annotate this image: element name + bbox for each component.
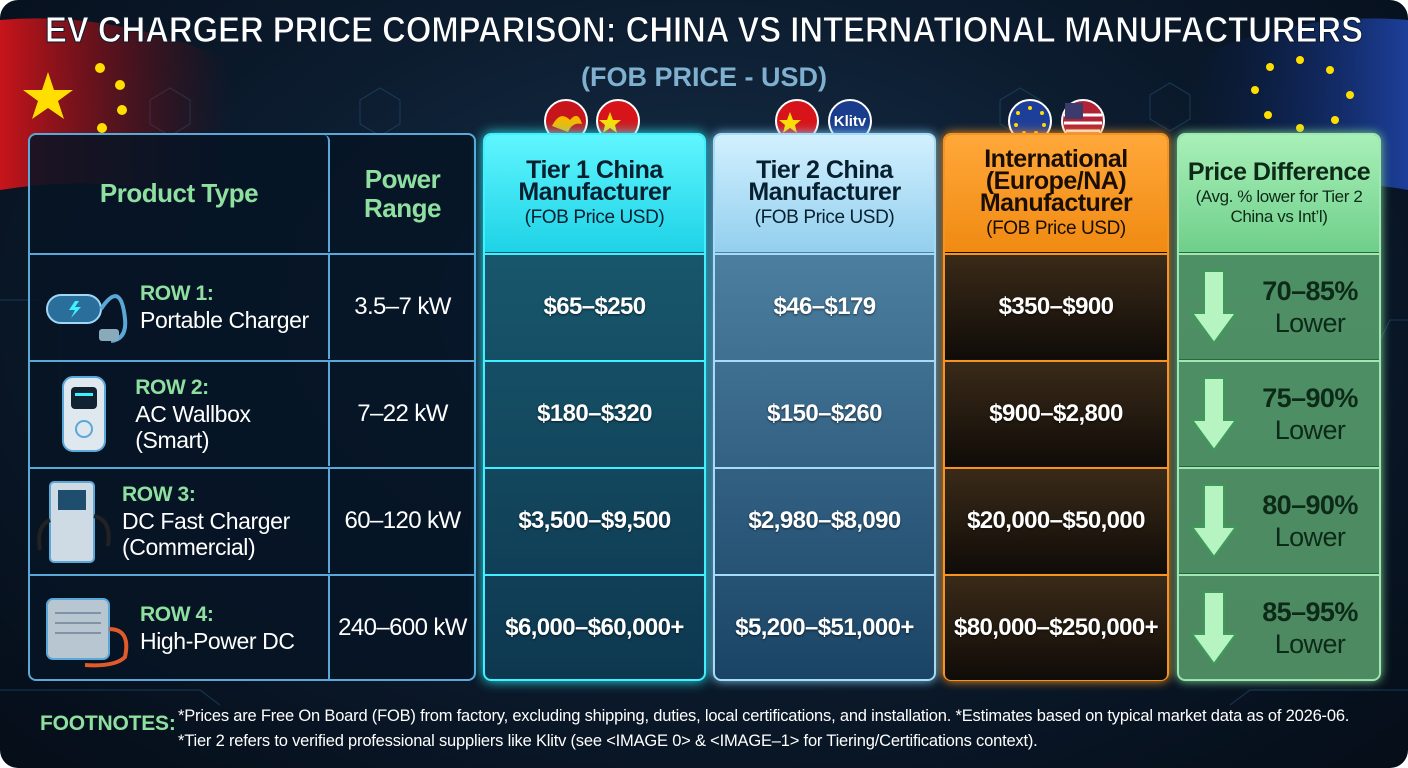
difference-note: Lower	[1274, 629, 1346, 659]
difference-cell: 85–95% Lower	[1179, 574, 1379, 680]
column-header: Tier 2 China Manufacturer (FOB Price USD)	[715, 135, 934, 252]
header-title: International (Europe/NA) Manufacturer	[979, 144, 1133, 217]
product-icon	[30, 585, 140, 671]
difference-text: 80–90% Lower	[1245, 489, 1375, 553]
row-label: ROW 3:	[122, 483, 196, 506]
international-price: $350–$900	[945, 253, 1167, 359]
header-title: Price Difference	[1187, 157, 1371, 186]
tier1-price: $3,500–$9,500	[485, 467, 704, 573]
product-cell: ROW 4: High-Power DC	[30, 574, 330, 680]
difference-value: 70–85%	[1262, 276, 1358, 306]
product-icon	[30, 371, 135, 457]
product-cell: ROW 2: AC Wallbox (Smart)	[30, 360, 330, 466]
difference-text: 85–95% Lower	[1245, 596, 1375, 660]
column-header: Power Range	[330, 135, 475, 252]
difference-text: 75–90% Lower	[1245, 382, 1375, 446]
down-arrow	[1183, 588, 1245, 668]
header-title: Tier 1 China Manufacturer	[518, 155, 671, 206]
power-cell: 7–22 kW	[330, 360, 475, 466]
international-price: $900–$2,800	[945, 360, 1167, 466]
product-icon	[30, 476, 122, 566]
header-title: Power Range	[364, 163, 441, 223]
product-name: AC Wallbox (Smart)	[135, 401, 251, 453]
tier2-price: $46–$179	[715, 253, 934, 359]
column-header: Tier 1 China Manufacturer (FOB Price USD)	[485, 135, 704, 252]
tier2-price: $2,980–$8,090	[715, 467, 934, 573]
header-subtitle: (FOB Price USD)	[524, 206, 665, 228]
difference-note: Lower	[1274, 308, 1346, 338]
difference-cell: 80–90% Lower	[1179, 467, 1379, 573]
difference-value: 80–90%	[1262, 490, 1358, 520]
footnote: *Prices are Free On Board (FOB) from fac…	[178, 707, 1350, 725]
klitv-badge: Klitv	[834, 113, 867, 130]
tier1-price: $65–$250	[485, 253, 704, 359]
difference-cell: 75–90% Lower	[1179, 360, 1379, 466]
column-header: Price Difference (Avg. % lower for Tier 2…	[1179, 135, 1379, 252]
down-arrow	[1183, 481, 1245, 561]
power-cell: 3.5–7 kW	[330, 253, 475, 359]
power-cell: 240–600 kW	[330, 574, 475, 680]
difference-value: 85–95%	[1262, 597, 1358, 627]
header-title: Product Type	[99, 178, 259, 208]
column-header: International (Europe/NA) Manufacturer (F…	[945, 135, 1167, 252]
international-price: $20,000–$50,000	[945, 467, 1167, 573]
difference-text: 70–85% Lower	[1245, 275, 1375, 339]
title: EV CHARGER PRICE COMPARISON: CHINA VS IN…	[45, 9, 1363, 50]
product-text: ROW 3: DC Fast Charger (Commercial)	[122, 482, 328, 560]
row-label: ROW 1:	[140, 282, 214, 305]
power-cell: 60–120 kW	[330, 467, 475, 573]
product-text: ROW 1: Portable Charger	[140, 281, 315, 333]
product-icon	[30, 267, 140, 347]
tier1-price: $6,000–$60,000+	[485, 574, 704, 680]
difference-note: Lower	[1274, 415, 1346, 445]
header-subtitle: (FOB Price USD)	[754, 206, 895, 228]
difference-value: 75–90%	[1262, 383, 1358, 413]
tier2-price: $150–$260	[715, 360, 934, 466]
product-text: ROW 4: High-Power DC	[140, 602, 301, 654]
badges	[544, 99, 1105, 143]
header-subtitle: (Avg. % lower for Tier 2 China vs Int’l)	[1195, 186, 1363, 226]
difference-cell: 70–85% Lower	[1179, 253, 1379, 359]
product-text: ROW 2: AC Wallbox (Smart)	[135, 375, 328, 453]
footnote: *Tier 2 refers to verified professional …	[178, 732, 1038, 750]
header-subtitle: (FOB Price USD)	[986, 217, 1126, 239]
product-name: DC Fast Charger (Commercial)	[122, 508, 290, 560]
international-price: $80,000–$250,000+	[945, 574, 1167, 680]
difference-note: Lower	[1274, 522, 1346, 552]
row-label: ROW 2:	[135, 376, 209, 399]
down-arrow	[1183, 374, 1245, 454]
subtitle: (FOB PRICE - USD)	[581, 62, 827, 92]
product-cell: ROW 3: DC Fast Charger (Commercial)	[30, 467, 330, 573]
tier1-price: $180–$320	[485, 360, 704, 466]
header-title: Tier 2 China Manufacturer	[748, 155, 901, 206]
column-header: Product Type	[30, 135, 330, 252]
product-name: High-Power DC	[140, 628, 295, 654]
tier2-price: $5,200–$51,000+	[715, 574, 934, 680]
down-arrow	[1183, 267, 1245, 347]
product-name: Portable Charger	[140, 307, 309, 333]
row-label: ROW 4:	[140, 603, 214, 626]
footnotes-label: FOOTNOTES:	[40, 712, 176, 735]
product-cell: ROW 1: Portable Charger	[30, 253, 330, 359]
